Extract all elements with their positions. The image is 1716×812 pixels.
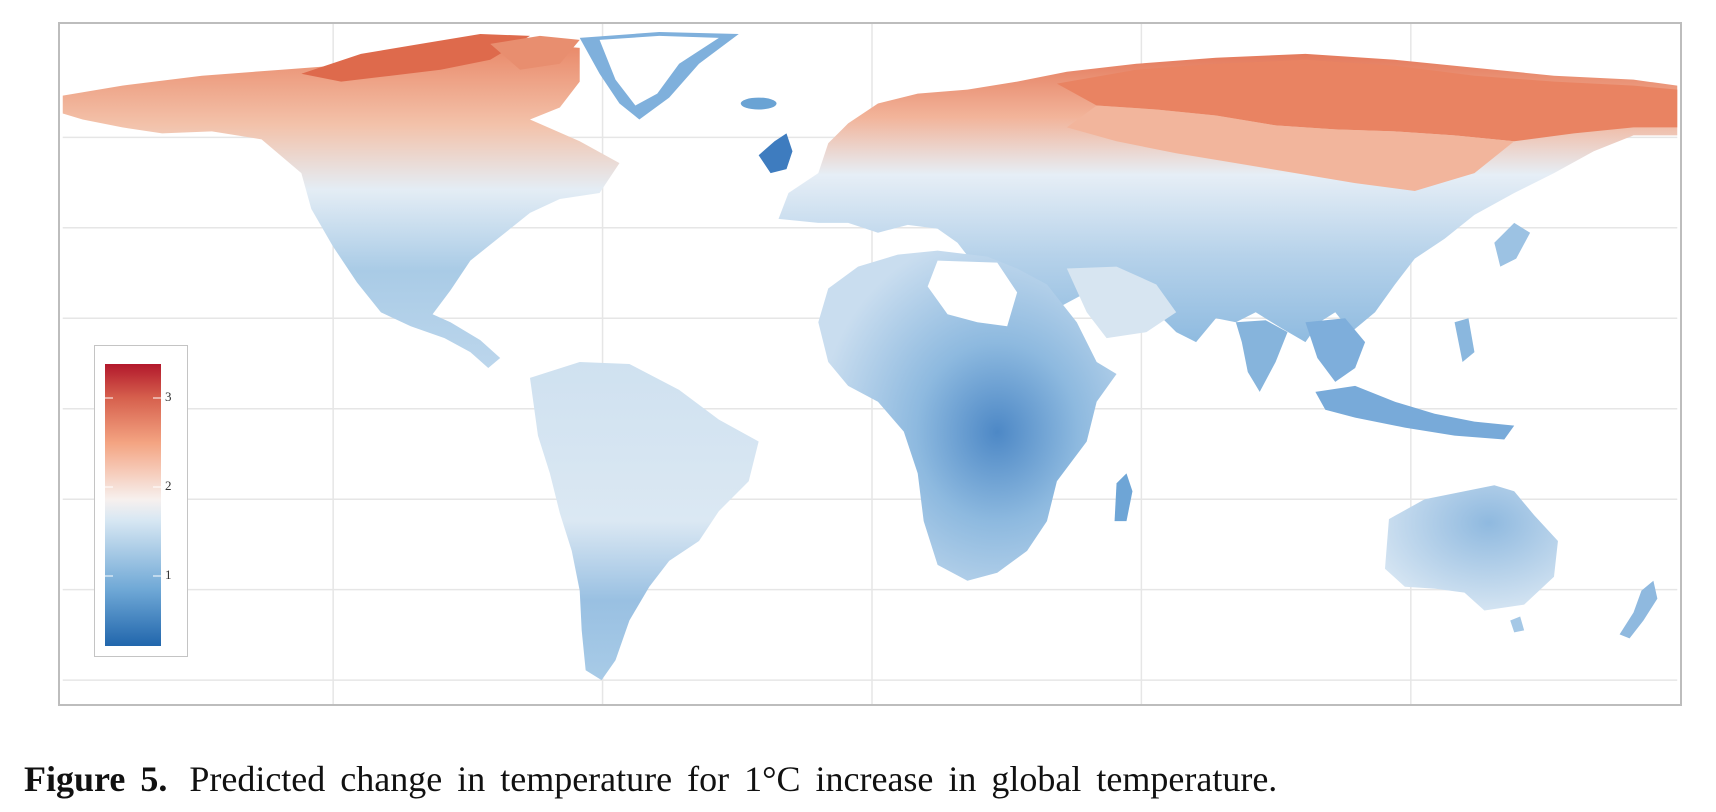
africa-region [818, 250, 1117, 581]
greenland-ice-region [599, 35, 719, 106]
siberia-warm-region [1056, 59, 1678, 142]
world-temperature-map [62, 24, 1678, 704]
japan-region [1494, 222, 1531, 267]
legend-tick-label: 2 [165, 478, 172, 493]
world-map [58, 22, 1682, 706]
figure-caption: Figure 5. Predicted change in temperature… [24, 758, 1692, 800]
philippines-region [1454, 318, 1475, 363]
color-legend: 1 2 3 [94, 345, 188, 657]
madagascar-region [1114, 473, 1133, 522]
australia-region [1384, 485, 1558, 611]
new-zealand-region [1619, 580, 1658, 639]
arctic-islands-region [301, 33, 530, 82]
arctic-islands-region [490, 35, 580, 70]
legend-tick-label: 3 [165, 389, 172, 404]
legend-tick-label: 1 [165, 567, 172, 582]
south-america-region [530, 362, 759, 681]
legend-color-bar [105, 364, 161, 646]
figure-label: Figure 5. [24, 759, 168, 799]
se-asia-region [1305, 318, 1366, 382]
indonesia-region [1315, 385, 1515, 440]
india-region [1235, 320, 1288, 392]
siberia-mild-region [1066, 105, 1515, 192]
figure-caption-text: Predicted change in temperature for 1°C … [189, 759, 1278, 799]
british-isles-region [758, 133, 793, 174]
tasmania-region [1510, 616, 1525, 633]
north-america-region [62, 43, 620, 368]
iceland-region [740, 97, 777, 110]
arabia-region [1066, 266, 1177, 339]
sahara-nodata-region [927, 260, 1018, 327]
